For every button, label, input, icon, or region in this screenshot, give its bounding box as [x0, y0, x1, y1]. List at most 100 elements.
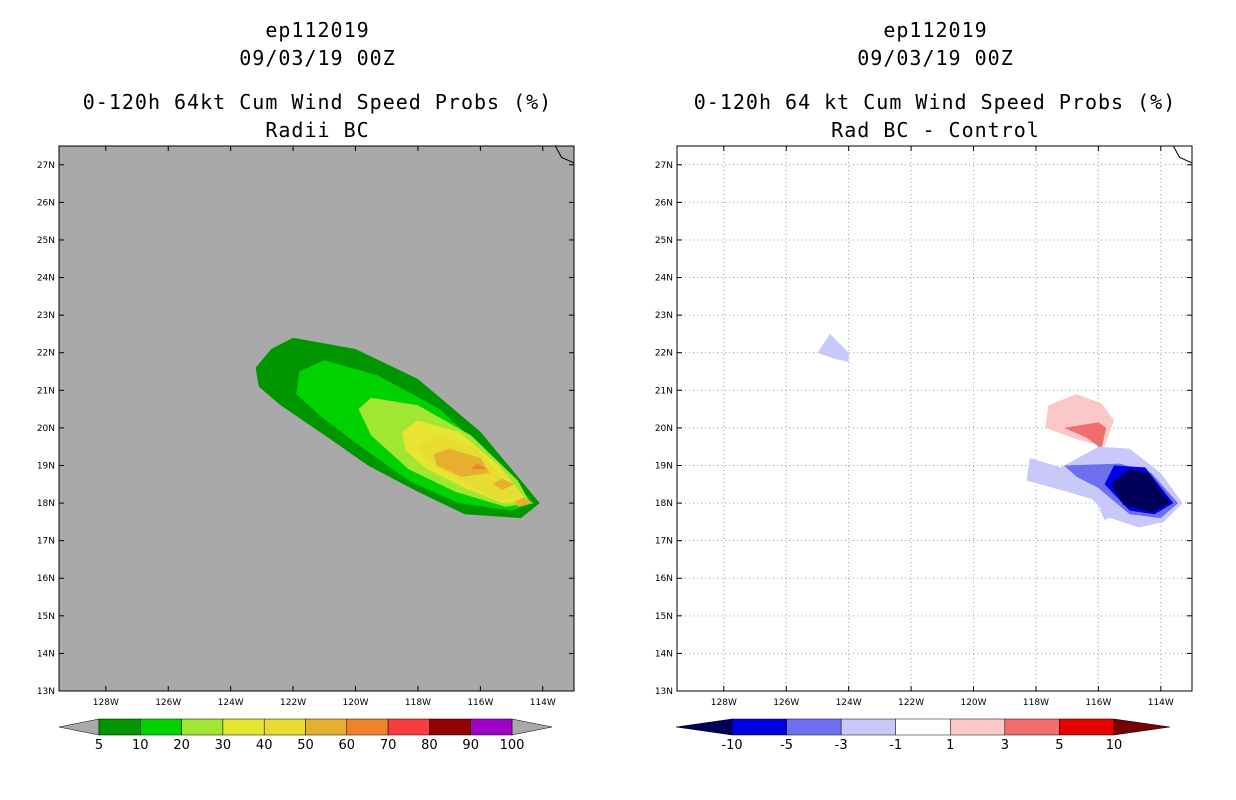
left-colorbar-swatch-0: [98, 718, 141, 736]
right-x-tick-label-4: 120W: [960, 698, 986, 708]
left-colorbar-under: [58, 718, 100, 736]
left-y-tick-label-3: 16N: [37, 574, 55, 584]
left-y-tick-label-7: 20N: [37, 424, 55, 434]
left-coastline: [554, 146, 574, 165]
left-x-tick-label-6: 116W: [467, 698, 493, 708]
left-colorbar-swatch-5: [305, 718, 348, 736]
left-y-tick-label-4: 17N: [37, 537, 55, 547]
left-y-tick-label-10: 23N: [37, 311, 55, 321]
right-y-tick-label-7: 20N: [655, 424, 673, 434]
right-x-tick-label-2: 124W: [836, 698, 862, 708]
right-contour--1-4: [1098, 506, 1114, 520]
left-colorbar-label-1: 10: [132, 738, 149, 753]
left-colorbar-swatch-4: [263, 718, 306, 736]
right-y-tick-label-5: 18N: [655, 499, 673, 509]
right-y-tick-label-4: 17N: [655, 537, 673, 547]
right-coastline: [1172, 146, 1192, 165]
left-colorbar-over: [511, 718, 553, 736]
right-title-date: 09/03/19 00Z: [857, 46, 1014, 70]
right-y-tick-label-3: 16N: [655, 574, 673, 584]
right-plot-frame: [676, 145, 1193, 692]
left-colorbar-label-0: 5: [95, 738, 103, 753]
left-y-tick-label-14: 27N: [37, 161, 55, 171]
right-plot-background: [677, 146, 1192, 691]
right-x-tick-label-0: 128W: [711, 698, 737, 708]
left-colorbar-label-7: 70: [380, 738, 397, 753]
left-title-date: 09/03/19 00Z: [239, 46, 396, 70]
left-title-storm-id: ep112019: [265, 18, 370, 42]
left-colorbar-label-4: 40: [256, 738, 273, 753]
left-x-tick-label-3: 122W: [280, 698, 306, 708]
left-colorbar-swatch-2: [181, 718, 224, 736]
left-y-tick-label-12: 25N: [37, 236, 55, 246]
left-map-chart: 128W 126W 124W 122W 120W 118W 116W 114W 13N 14N 15…: [37, 145, 575, 753]
right-colorbar-label-0: -10: [721, 738, 742, 753]
right-title-product: 0-120h 64 kt Cum Wind Speed Probs (%): [693, 90, 1177, 114]
left-y-tick-label-9: 22N: [37, 349, 55, 359]
right-contour-<-10-7: [1110, 469, 1171, 513]
right-title-subtitle: Rad BC - Control: [831, 118, 1040, 142]
left-colorbar-swatch-7: [387, 718, 430, 736]
left-colorbar-swatch-8: [429, 718, 471, 736]
right-colorbar-swatch-3: [895, 718, 951, 736]
left-y-tick-label-5: 18N: [37, 499, 55, 509]
right-colorbar-label-2: -3: [835, 738, 848, 753]
right-colorbar-swatch-2: [840, 718, 896, 736]
left-y-tick-label-8: 21N: [37, 386, 55, 396]
right-y-tick-label-0: 13N: [655, 687, 673, 697]
right-colorbar-label-7: 10: [1106, 738, 1123, 753]
left-y-tick-label-2: 15N: [37, 612, 55, 622]
right-x-tick-label-3: 122W: [898, 698, 924, 708]
left-colorbar-label-8: 80: [421, 738, 438, 753]
right-contour-3-2: [1064, 422, 1107, 449]
left-title-subtitle: Radii BC: [265, 118, 370, 142]
left-contour-50-6: [492, 478, 515, 490]
right-y-tick-label-6: 19N: [655, 461, 673, 471]
left-y-tick-label-13: 26N: [37, 198, 55, 208]
left-colorbar-label-3: 30: [215, 738, 232, 753]
left-colorbar-swatch-1: [140, 718, 182, 736]
left-colorbar-label-6: 60: [339, 738, 356, 753]
left-colorbar-swatch-3: [222, 718, 265, 736]
right-colorbar-label-1: -5: [780, 738, 793, 753]
right-x-tick-label-7: 114W: [1148, 698, 1174, 708]
left-plot-frame: [58, 145, 575, 692]
left-colorbar-swatch-6: [346, 718, 389, 736]
right-colorbar-swatch-4: [950, 718, 1006, 736]
left-contour-60-8: [471, 463, 487, 470]
left-colorbar-label-5: 50: [297, 738, 314, 753]
right-y-tick-label-11: 24N: [655, 274, 673, 284]
right-contour--3-0: [817, 333, 849, 363]
right-colorbar-swatch-0: [731, 718, 787, 736]
left-y-tick-label-6: 19N: [37, 461, 55, 471]
left-colorbar-swatch-9: [470, 718, 513, 736]
left-y-tick-label-1: 14N: [37, 649, 55, 659]
right-y-tick-label-8: 21N: [655, 386, 673, 396]
right-colorbar-swatch-5: [1004, 718, 1060, 736]
left-contour-50-5: [433, 448, 490, 477]
left-colorbar-label-10: 100: [500, 738, 525, 753]
right-y-tick-label-1: 14N: [655, 649, 673, 659]
left-x-tick-label-4: 120W: [342, 698, 368, 708]
right-y-tick-label-2: 15N: [655, 612, 673, 622]
right-y-tick-label-14: 27N: [655, 161, 673, 171]
left-x-tick-label-5: 118W: [405, 698, 431, 708]
right-colorbar-label-3: -1: [889, 738, 902, 753]
right-y-tick-label-10: 23N: [655, 311, 673, 321]
right-colorbar-label-6: 5: [1055, 738, 1063, 753]
right-colorbar-label-4: 1: [946, 738, 954, 753]
left-colorbar-label-9: 90: [462, 738, 479, 753]
left-y-tick-label-0: 13N: [37, 687, 55, 697]
right-plot-area: [677, 146, 1192, 691]
right-y-tick-label-9: 22N: [655, 349, 673, 359]
left-x-tick-label-0: 128W: [93, 698, 119, 708]
right-colorbar-swatch-6: [1059, 718, 1115, 736]
left-colorbar-label-2: 20: [173, 738, 190, 753]
left-plot-area: [255, 146, 574, 519]
right-y-tick-label-12: 25N: [655, 236, 673, 246]
right-title-storm-id: ep112019: [883, 18, 988, 42]
right-colorbar-under: [675, 718, 733, 736]
left-y-tick-label-11: 24N: [37, 274, 55, 284]
left-title-product: 0-120h 64kt Cum Wind Speed Probs (%): [82, 90, 553, 114]
right-x-tick-label-6: 116W: [1085, 698, 1111, 708]
